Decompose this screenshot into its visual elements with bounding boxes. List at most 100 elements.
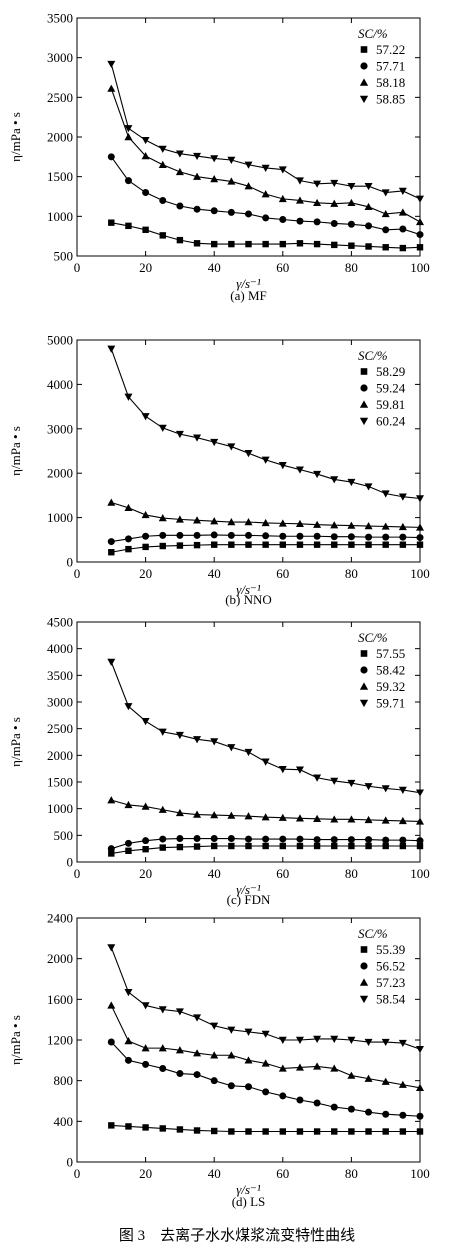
data-point bbox=[296, 842, 304, 850]
data-point bbox=[193, 1049, 202, 1057]
data-point bbox=[175, 808, 184, 817]
series-57-71 bbox=[107, 153, 424, 239]
data-point bbox=[279, 1128, 286, 1135]
series-56-52 bbox=[107, 1038, 424, 1120]
data-point bbox=[331, 241, 338, 249]
data-point bbox=[365, 836, 373, 844]
data-point bbox=[107, 1038, 115, 1046]
data-point bbox=[399, 842, 407, 850]
data-point bbox=[296, 541, 304, 548]
data-point bbox=[398, 1080, 407, 1088]
data-point bbox=[381, 785, 390, 793]
data-point bbox=[210, 175, 219, 183]
data-point bbox=[176, 1126, 184, 1133]
legend-entry: 58.29 bbox=[376, 364, 405, 379]
y-tick-label: 2000 bbox=[47, 130, 73, 145]
data-point bbox=[330, 179, 339, 188]
data-point bbox=[125, 847, 132, 854]
data-point bbox=[211, 541, 218, 548]
data-point bbox=[175, 731, 184, 740]
legend-entry: 55.39 bbox=[376, 942, 405, 957]
data-point bbox=[210, 207, 218, 215]
legend-marker bbox=[360, 384, 368, 392]
data-point bbox=[295, 1036, 304, 1044]
legend-marker bbox=[359, 95, 369, 104]
data-point bbox=[313, 470, 322, 479]
data-point bbox=[296, 217, 304, 225]
data-point bbox=[158, 805, 167, 813]
x-tick-label: 40 bbox=[208, 566, 221, 581]
x-tick-label: 20 bbox=[139, 866, 152, 881]
data-point bbox=[347, 1071, 356, 1079]
data-point bbox=[142, 1060, 150, 1068]
data-point bbox=[159, 835, 167, 843]
x-axis-label: γ/s⁻¹ bbox=[236, 582, 261, 597]
data-point bbox=[262, 541, 269, 548]
data-point bbox=[398, 187, 407, 195]
data-point bbox=[262, 835, 270, 843]
data-point bbox=[193, 152, 202, 161]
y-tick-label: 1500 bbox=[47, 169, 73, 184]
data-point bbox=[108, 850, 115, 857]
data-point bbox=[416, 817, 424, 825]
series-58-18 bbox=[107, 84, 424, 226]
data-point bbox=[313, 1035, 322, 1043]
x-tick-label: 100 bbox=[410, 566, 430, 581]
data-point bbox=[108, 219, 115, 226]
y-tick-label: 3000 bbox=[47, 695, 73, 710]
data-point bbox=[330, 1064, 339, 1072]
data-point bbox=[295, 466, 304, 474]
data-point bbox=[347, 815, 356, 823]
data-point bbox=[107, 845, 115, 853]
data-point bbox=[176, 531, 184, 539]
data-point bbox=[347, 836, 355, 844]
series-line bbox=[110, 1005, 421, 1089]
data-point bbox=[364, 483, 373, 491]
data-point bbox=[193, 240, 201, 247]
series-58-29 bbox=[108, 541, 424, 556]
data-point bbox=[193, 810, 202, 818]
data-point bbox=[125, 1123, 132, 1130]
data-point bbox=[245, 240, 252, 248]
legend-entry: 56.52 bbox=[376, 959, 405, 974]
y-tick-label: 500 bbox=[54, 249, 74, 264]
data-point bbox=[210, 811, 219, 819]
y-tick-label: 0 bbox=[67, 1155, 74, 1170]
y-tick-label: 4000 bbox=[47, 377, 73, 392]
data-point bbox=[278, 194, 287, 203]
data-point bbox=[210, 1077, 218, 1085]
data-point bbox=[364, 202, 373, 211]
data-point bbox=[193, 205, 201, 213]
y-tick-label: 2500 bbox=[47, 721, 73, 736]
data-point bbox=[227, 518, 236, 526]
x-axis-label: γ/s⁻¹ bbox=[236, 882, 261, 897]
data-point bbox=[108, 549, 115, 556]
data-point bbox=[381, 522, 390, 530]
data-point bbox=[124, 133, 133, 141]
data-point bbox=[416, 1112, 424, 1120]
data-point bbox=[279, 216, 287, 224]
data-point bbox=[295, 519, 304, 528]
data-point bbox=[398, 493, 407, 501]
data-point bbox=[278, 1064, 287, 1072]
data-point bbox=[330, 476, 339, 484]
data-point bbox=[244, 1056, 253, 1064]
y-tick-label: 1000 bbox=[47, 801, 73, 816]
data-point bbox=[175, 515, 184, 523]
data-point bbox=[142, 189, 150, 197]
y-tick-label: 3500 bbox=[47, 668, 73, 683]
data-point bbox=[228, 1128, 235, 1135]
data-point bbox=[278, 766, 287, 774]
x-tick-label: 0 bbox=[74, 866, 81, 881]
data-point bbox=[262, 214, 270, 222]
chart-panel: 0 20 40 60 80 100 500 1000 1500 2000 2500 3000 3500 γ… bbox=[8, 11, 430, 304]
legend-entry: 58.54 bbox=[376, 992, 406, 1007]
data-point bbox=[313, 541, 321, 548]
data-point bbox=[330, 815, 339, 823]
data-point bbox=[416, 523, 424, 531]
x-tick-label: 40 bbox=[208, 1166, 221, 1181]
data-point bbox=[227, 811, 236, 819]
data-point bbox=[228, 240, 235, 248]
data-point bbox=[382, 1128, 389, 1135]
y-tick-label: 1000 bbox=[47, 510, 73, 525]
